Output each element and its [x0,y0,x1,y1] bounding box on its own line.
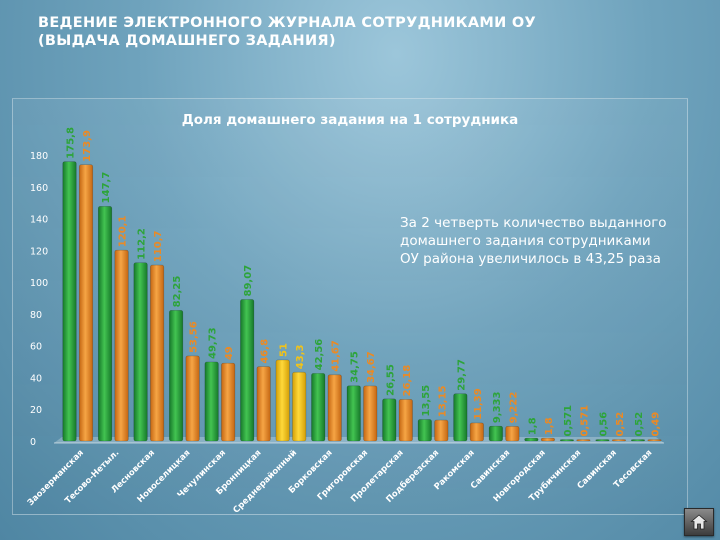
bar [398,399,413,442]
bar [311,373,326,442]
home-button[interactable] [684,508,714,536]
y-tick-label: 40 [30,373,42,384]
y-tick-label: 140 [30,215,48,226]
bar [382,398,397,442]
data-label: 89,07 [243,265,254,297]
slide-title-line-1: ВЕДЕНИЕ ЭЛЕКТРОННОГО ЖУРНАЛА СОТРУДНИКАМ… [38,15,536,31]
data-label: 29,77 [456,359,467,391]
data-label: 42,56 [314,339,325,371]
chart-note: За 2 четверть количество выданного домаш… [400,215,667,267]
bar [469,422,484,442]
y-tick-label: 160 [30,183,48,194]
bar [595,439,610,442]
data-label: 110,7 [153,230,164,262]
bar [240,299,255,442]
data-label: 34,75 [350,351,361,383]
bar [524,437,539,442]
bar [488,425,503,442]
y-tick-label: 100 [30,278,48,289]
data-label: 1,8 [544,417,555,435]
data-label: 120,1 [118,216,129,248]
data-label: 173,9 [82,130,93,162]
bar [114,249,129,442]
data-label: 9,333 [492,391,503,423]
data-label: 9,222 [508,392,519,424]
bar [505,426,520,442]
bar [453,393,468,442]
bar [78,164,94,442]
data-label: 0,571 [563,405,574,437]
bar [630,439,646,442]
bar [292,371,307,442]
chart-title: Доля домашнего задания на 1 сотрудника [182,112,519,128]
x-tick-label: Среднерайонный [231,448,299,516]
data-label: 175,8 [66,127,77,159]
data-label: 112,2 [137,228,148,260]
y-tick-label: 80 [30,310,42,321]
bar [540,437,555,442]
y-tick-label: 60 [30,342,42,353]
data-label: 34,67 [366,351,377,383]
home-icon [690,514,708,530]
bar [327,374,342,442]
data-label: 43,3 [295,344,306,369]
data-label: 82,25 [172,276,183,308]
data-label: 51 [279,343,290,357]
bar [97,206,113,442]
data-label: 11,39 [473,388,484,420]
slide-title: ВЕДЕНИЕ ЭЛЕКТРОННОГО ЖУРНАЛА СОТРУДНИКАМ… [38,14,678,50]
bar [185,355,200,442]
data-label: 0,56 [598,412,609,437]
bar [169,310,184,442]
y-tick-label: 180 [30,151,48,162]
bar [417,419,432,442]
data-label: 26,18 [402,365,413,397]
data-label: 26,55 [385,364,396,396]
bar [611,439,627,442]
data-label: 13,15 [437,385,448,417]
bar [150,264,165,442]
bar [576,439,591,442]
y-tick-label: 120 [30,246,48,257]
data-label: 0,571 [579,405,590,437]
bar [647,439,662,442]
data-label: 1,8 [527,417,538,435]
data-label: 0,52 [634,412,645,437]
y-tick-label: 0 [30,437,36,448]
data-label: 147,7 [101,172,112,204]
bar [275,359,290,442]
slide-title-line-2: (ВЫДАЧА ДОМАШНЕГО ЗАДАНИЯ) [38,33,336,49]
x-tick-label: Тесовская [612,448,654,490]
bar [346,385,361,442]
bar [133,262,148,442]
bar [559,439,574,442]
data-label: 0,52 [615,412,626,437]
bar [221,362,236,442]
data-label: 53,56 [189,321,200,353]
data-label: 49 [224,346,235,360]
y-tick-label: 20 [30,405,42,416]
data-label: 0,49 [650,412,661,437]
bar [62,161,77,442]
data-label: 13,55 [421,385,432,417]
bar [434,419,449,442]
bar [204,361,219,442]
data-label: 41,67 [331,340,342,372]
data-label: 49,73 [208,327,219,359]
bar [256,366,271,442]
bar [363,385,378,442]
data-label: 46,8 [260,339,271,364]
